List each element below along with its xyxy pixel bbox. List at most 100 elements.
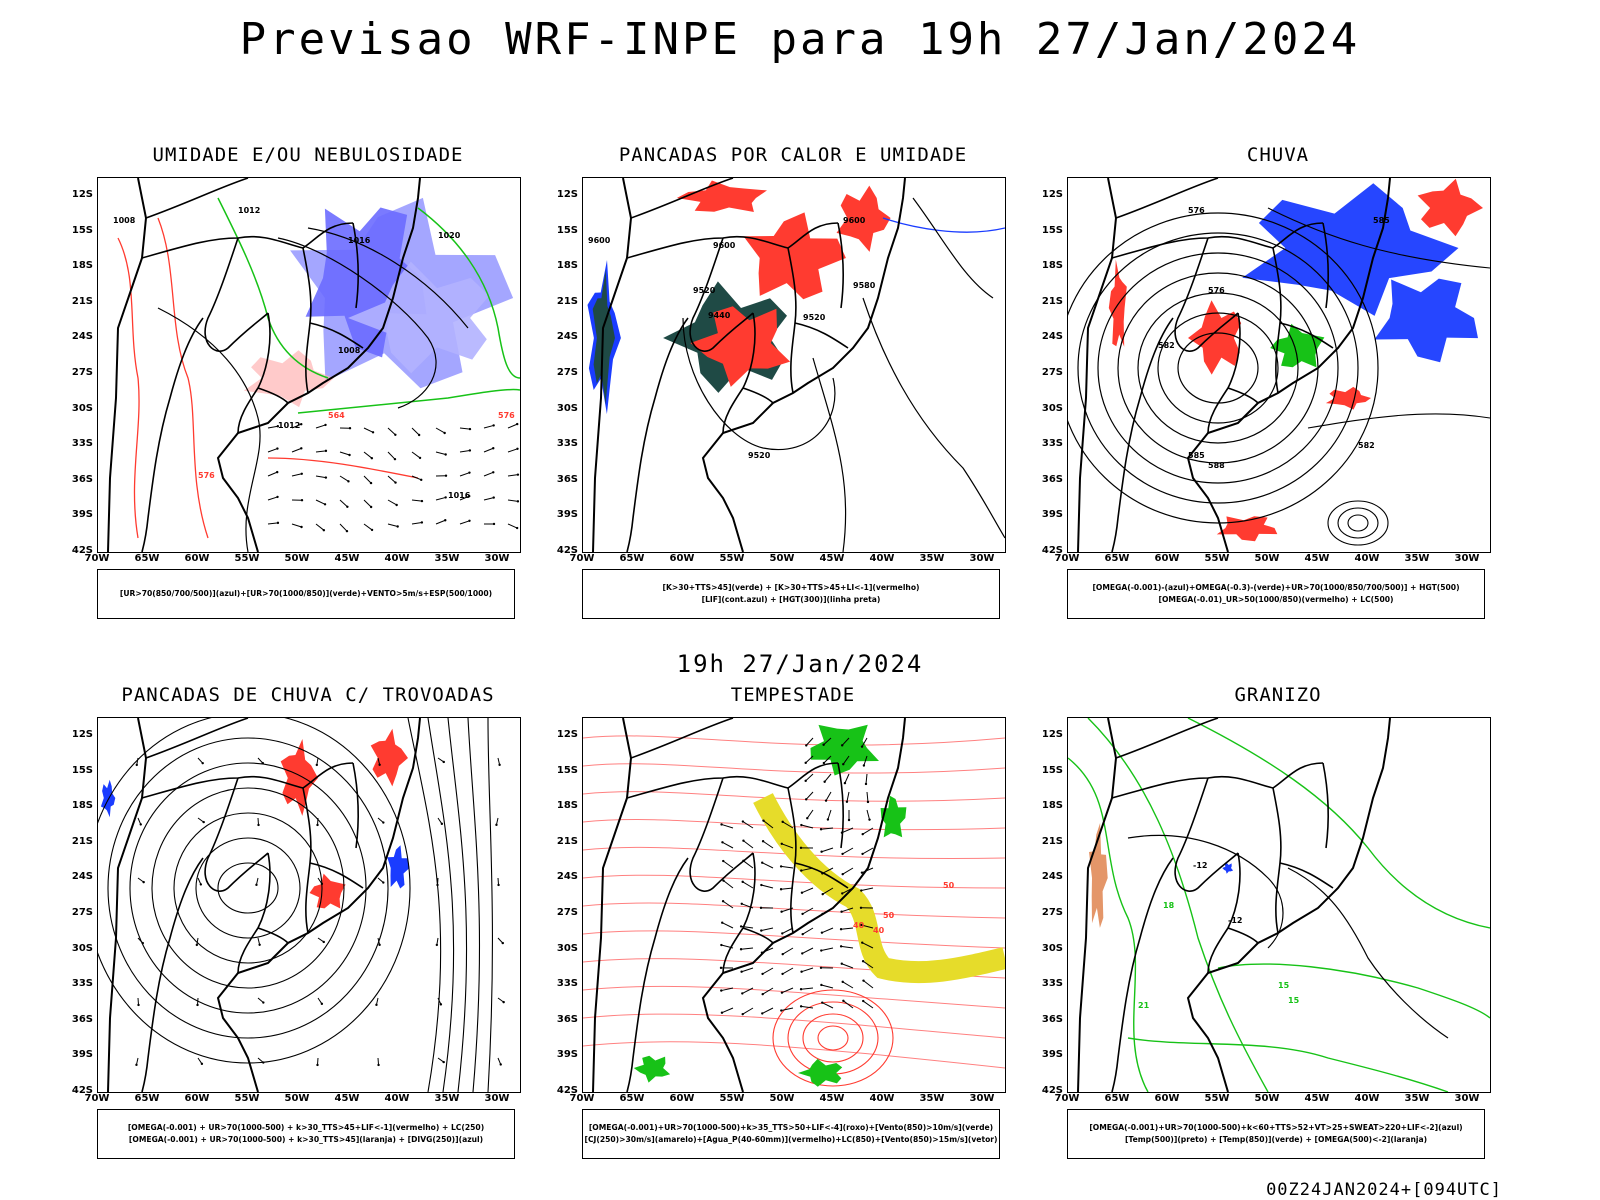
wind-vector-850-head (804, 779, 807, 783)
wind-vector-head (323, 503, 327, 506)
wind-vector-head (394, 433, 397, 436)
latitude-tick-label: 24S (556, 871, 578, 883)
latitude-tick-label: 15S (1041, 764, 1063, 776)
wind-vector (483, 424, 494, 429)
country-border (1207, 852, 1241, 974)
longitude-tick-label: 50W (769, 1093, 795, 1104)
height-500-contour (1137, 292, 1299, 444)
height-contour (812, 357, 847, 552)
wind-vector (267, 496, 278, 501)
latitude-tick-label: 15S (556, 224, 578, 236)
wind-vector-850 (802, 907, 814, 915)
contour-label: 40 (873, 926, 885, 935)
wind-vector-head (492, 496, 495, 499)
wind-vector (291, 447, 302, 453)
wind-vector-head (276, 447, 279, 450)
wind-vector-850 (861, 924, 874, 929)
wind-vector (387, 427, 396, 436)
wind-vector-850 (762, 967, 774, 975)
wind-vector-850 (841, 737, 850, 746)
wind-vector-850 (762, 1007, 774, 1014)
country-border (794, 322, 849, 349)
map-canvas: -12 -12 15 18 21 15 (1068, 718, 1490, 1092)
green-humidity-contour (217, 197, 329, 379)
wind-vector-850 (801, 987, 814, 990)
latitude-tick-label: 33S (556, 438, 578, 450)
temp-850-contour (1217, 963, 1490, 1019)
longitude-tick-label: 45W (1304, 553, 1330, 564)
wind-vector-850-head (799, 846, 803, 850)
wind-vector-850 (722, 900, 734, 909)
wind-850-green-area (633, 1055, 671, 1083)
wind-vector-head (395, 503, 398, 507)
main-title: Previsao WRF-INPE para 19h 27/Jan/2024 (239, 14, 1361, 65)
wind-850-green-area (798, 1058, 843, 1087)
streamline-arrow-head (502, 1000, 505, 1004)
wind-vector (267, 522, 278, 525)
wind-vector-850 (863, 755, 868, 766)
longitude-tick-label: 30W (484, 1093, 510, 1104)
contour-label: 15 (1288, 996, 1300, 1005)
wind-vector-head (276, 495, 279, 499)
omega-orange-area (1089, 822, 1108, 928)
wind-vector-850 (805, 773, 814, 782)
wind-vector-850-head (804, 798, 808, 801)
streamline-arrow-head (442, 1060, 445, 1064)
streamline-250 (151, 787, 345, 989)
wind-vector-head (370, 528, 374, 532)
wind-vector-850 (842, 981, 854, 989)
latitude-tick-label: 24S (71, 871, 93, 883)
wind-vector (267, 448, 278, 453)
thickness-contour (157, 217, 209, 539)
wind-vector-head (420, 521, 424, 524)
wind-vector-850 (822, 1002, 834, 1009)
wind-vector-850 (865, 773, 868, 784)
wind-vector-head (276, 470, 279, 474)
wind-vector (507, 499, 518, 502)
streamline-arrow-head (378, 943, 381, 947)
wind-vector-850 (763, 820, 774, 829)
longitude-tick-label: 65W (134, 1093, 160, 1104)
latitude-tick-label: 33S (1041, 438, 1063, 450)
wind-vector-850-head (761, 861, 764, 864)
wind-vector-850-head (839, 945, 843, 948)
wind-vector-head (324, 449, 328, 453)
wind-vector-850-head (800, 970, 803, 973)
pressure-contour (307, 227, 469, 329)
country-border (145, 718, 249, 759)
wind-vector-850-head (822, 761, 826, 765)
wind-vector-head (300, 498, 304, 502)
wind-vector-850-head (842, 999, 845, 1003)
contour-label: 582 (1358, 441, 1375, 450)
streamline-arrow-head (435, 943, 439, 947)
contour-label: 50 (883, 911, 895, 920)
wind-vector (363, 499, 372, 508)
contour-label: 1008 (113, 216, 136, 225)
country-border (689, 237, 754, 352)
low-center-contour (787, 1001, 879, 1075)
contour-label: 9600 (713, 241, 736, 250)
wind-vector (291, 473, 302, 477)
wind-vector-head (276, 425, 280, 428)
wind-vector-850 (863, 980, 874, 989)
streamline-arrow-head (378, 763, 381, 767)
longitude-tick-label: 55W (719, 1093, 745, 1104)
wind-vector-850 (862, 960, 874, 969)
wind-vector (267, 471, 278, 477)
wind-vector (459, 449, 470, 453)
streamline (1267, 207, 1490, 269)
wind-vector-850-head (842, 763, 845, 766)
wind-vector-head (345, 529, 349, 533)
longitude-tick-label: 40W (384, 553, 410, 564)
wind-vector (483, 447, 494, 453)
wind-vector (387, 475, 396, 483)
lifted-index-teal (592, 269, 615, 405)
wind-vector-850-head (741, 820, 745, 823)
wind-vector-head (492, 522, 496, 526)
rain-red-area (1108, 259, 1127, 347)
wind-vector-850-head (806, 817, 809, 820)
precipitable-water-contour (583, 791, 1005, 802)
wind-vector-850 (741, 967, 754, 973)
latitude-tick-label: 24S (71, 331, 93, 343)
